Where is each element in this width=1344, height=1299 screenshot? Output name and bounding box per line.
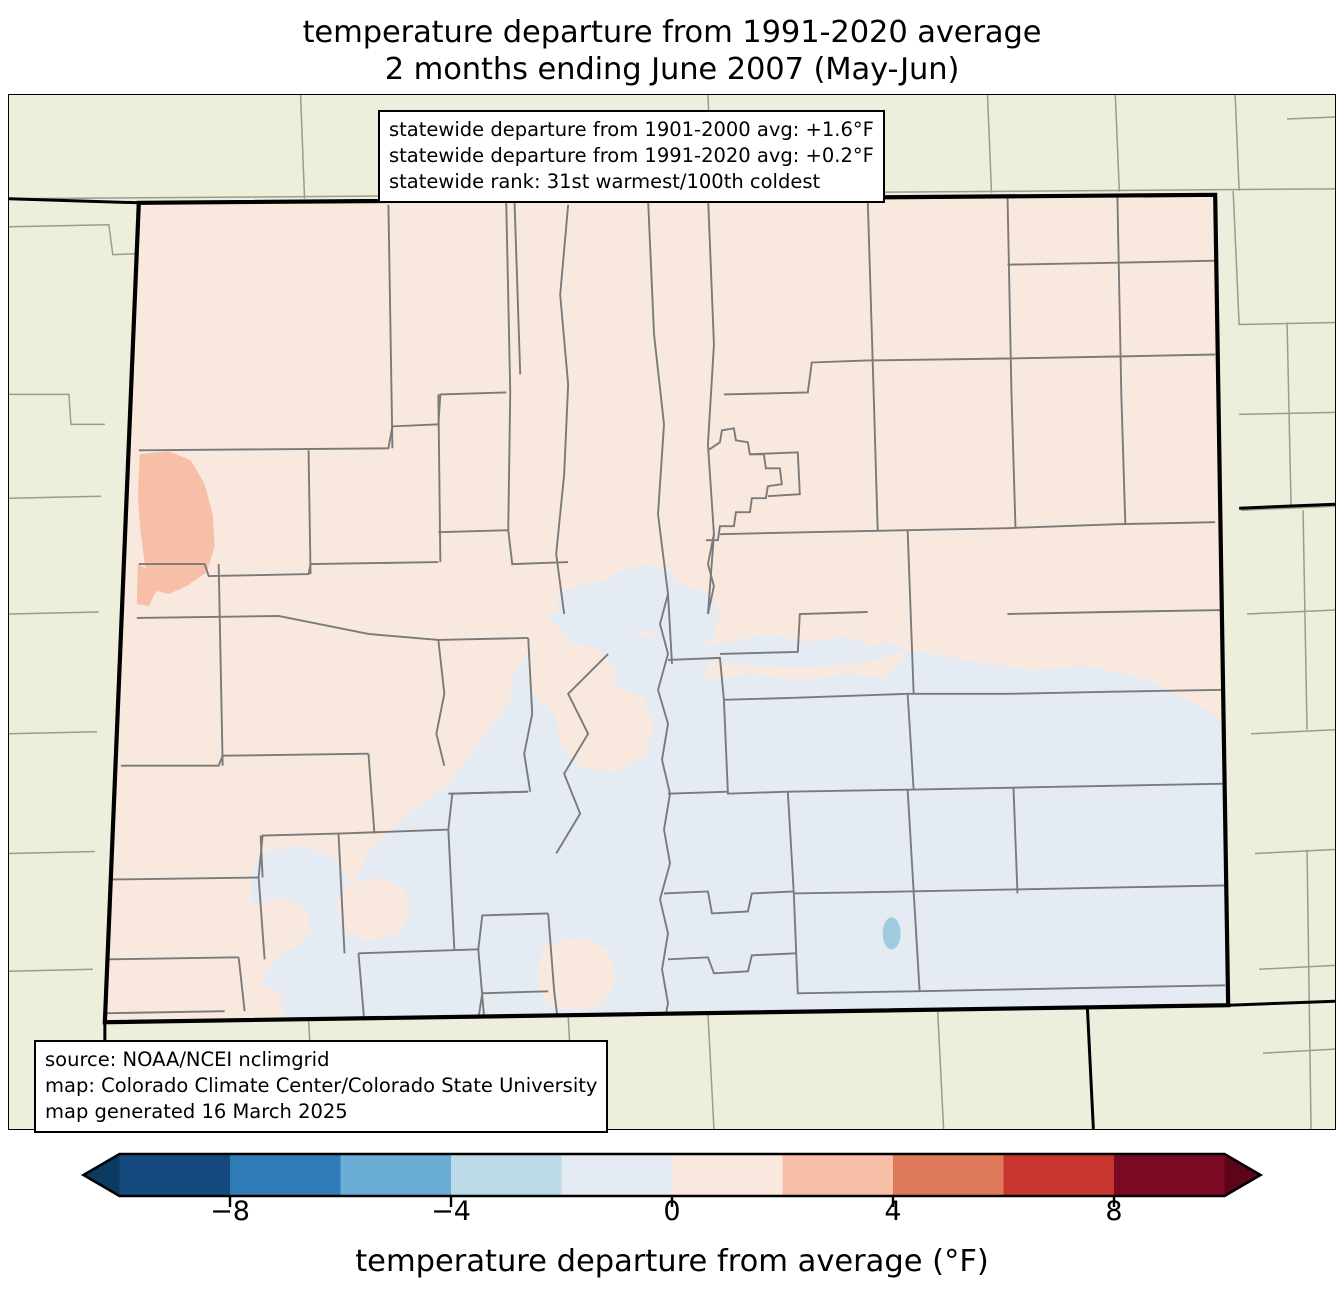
title-line-2: 2 months ending June 2007 (May-Jun) <box>384 52 960 87</box>
colorbar-band-8 <box>1003 1154 1115 1196</box>
fill-warm-0-2-patch-upperark <box>556 683 655 772</box>
colorbar-under-arrow <box>83 1154 120 1196</box>
fill-warm-0-2-patch-wetmtn <box>536 937 617 1014</box>
colorbar-band-1 <box>230 1154 342 1196</box>
colorbar-axis-label: temperature departure from average (°F) <box>355 1244 989 1279</box>
colorbar-svg <box>80 1152 1264 1207</box>
colorbar-band-2 <box>340 1154 452 1196</box>
map-panel <box>8 94 1336 1130</box>
stats-line-2: statewide departure from 1991-2020 avg: … <box>389 144 874 167</box>
colorbar-tick-label-2: 0 <box>663 1196 681 1227</box>
stats-line-1: statewide departure from 1901-2000 avg: … <box>389 118 874 141</box>
fill-cool-0-2-chaffee <box>490 723 583 808</box>
fill-warm-0-2-patch-gunnison <box>336 877 411 942</box>
colorbar-band-0 <box>119 1154 231 1196</box>
fill-warm-2-4-west-top <box>137 451 215 595</box>
colorbar-band-3 <box>451 1154 563 1196</box>
title-line-1: temperature departure from 1991-2020 ave… <box>302 15 1042 50</box>
departure-fill-layer <box>104 194 1229 1023</box>
source-line-1: source: NOAA/NCEI nclimgrid <box>45 1048 330 1071</box>
page-title: temperature departure from 1991-2020 ave… <box>0 14 1344 88</box>
colorbar-band-6 <box>782 1154 894 1196</box>
statewide-stats-box: statewide departure from 1901-2000 avg: … <box>378 110 885 203</box>
colorbar-band-7 <box>893 1154 1005 1196</box>
colorbar-band-4 <box>561 1154 673 1196</box>
colorbar-tick-label-4: 8 <box>1105 1196 1123 1227</box>
fill-warm-2-4-west-tail2 <box>136 564 159 607</box>
colorbar-outline <box>80 1152 1264 1198</box>
colorbar-tick-label-0: −8 <box>210 1196 250 1227</box>
fill-cool-0-2-sanluis-north <box>464 785 589 892</box>
colorbar-frame <box>80 1152 1264 1198</box>
source-line-3: map generated 16 March 2025 <box>45 1100 348 1123</box>
source-line-2: map: Colorado Climate Center/Colorado St… <box>45 1074 598 1097</box>
colorbar-tick-label-3: 4 <box>884 1196 902 1227</box>
fill-cool-0-2-northplains-lobe <box>707 633 908 668</box>
fill-warm-0-2-patch-sanjuan-mid <box>248 897 311 952</box>
colorbar-band-9 <box>1114 1154 1226 1196</box>
colorbar-bands <box>83 1154 1261 1196</box>
fill-warm-0-2-north <box>104 194 1229 654</box>
fill-cool-0-2-north-intrusion-c <box>646 586 720 652</box>
stats-line-3: statewide rank: 31st warmest/100th colde… <box>389 170 821 193</box>
colorbar-tick-labels: −8 −4 0 4 8 <box>0 1196 1344 1236</box>
colorado-county-lines <box>106 194 1226 1023</box>
colorbar-over-arrow <box>1224 1154 1261 1196</box>
fill-warm-0-2-patch-dolores <box>214 981 285 1023</box>
source-credit-box: source: NOAA/NCEI nclimgrid map: Colorad… <box>34 1040 609 1133</box>
fill-cool-0-2-east-lobe <box>887 649 1229 784</box>
colorbar-band-5 <box>672 1154 784 1196</box>
colorado-departure-map <box>9 95 1335 1129</box>
colorbar <box>0 1148 1344 1298</box>
colorbar-ticks <box>228 1196 1116 1207</box>
colorbar-tick-label-1: −4 <box>431 1196 471 1227</box>
john-martin-reservoir-water <box>882 917 901 950</box>
